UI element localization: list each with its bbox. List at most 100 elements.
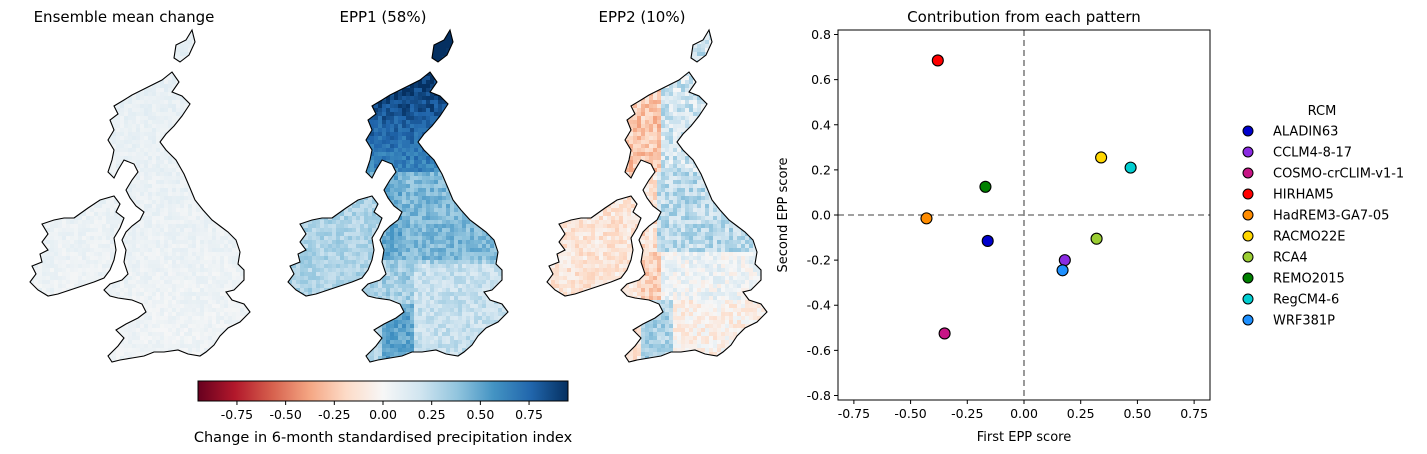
grid-cell bbox=[402, 40, 406, 44]
grid-cell bbox=[184, 208, 188, 212]
grid-cell bbox=[156, 204, 160, 208]
grid-cell bbox=[208, 284, 212, 288]
grid-cell bbox=[212, 268, 216, 272]
grid-cell bbox=[482, 64, 486, 68]
grid-cell bbox=[136, 364, 140, 368]
grid-cell bbox=[148, 116, 152, 120]
grid-cell bbox=[180, 336, 184, 340]
grid-cell bbox=[50, 272, 54, 276]
grid-cell bbox=[406, 72, 410, 76]
grid-cell bbox=[188, 240, 192, 244]
grid-cell bbox=[180, 44, 184, 48]
grid-cell bbox=[422, 120, 426, 124]
grid-cell bbox=[104, 176, 108, 180]
grid-cell bbox=[200, 172, 204, 176]
grid-cell bbox=[434, 48, 438, 52]
grid-cell bbox=[30, 224, 34, 228]
grid-cell bbox=[224, 344, 228, 348]
grid-cell bbox=[494, 92, 498, 96]
grid-cell bbox=[192, 360, 196, 362]
grid-cell bbox=[116, 104, 120, 108]
grid-cell bbox=[208, 60, 212, 64]
grid-cell bbox=[236, 192, 240, 196]
grid-cell bbox=[212, 364, 216, 368]
grid-cell bbox=[216, 276, 220, 280]
grid-cell bbox=[124, 232, 128, 236]
grid-cell bbox=[188, 48, 192, 52]
grid-cell bbox=[168, 176, 172, 180]
grid-cell bbox=[204, 304, 208, 308]
grid-cell bbox=[212, 204, 216, 208]
grid-cell bbox=[86, 272, 90, 276]
grid-cell bbox=[128, 80, 132, 84]
grid-cell bbox=[216, 108, 220, 112]
grid-cell bbox=[164, 152, 168, 156]
grid-cell bbox=[426, 52, 430, 56]
grid-cell bbox=[124, 332, 128, 336]
grid-cell bbox=[200, 176, 204, 180]
grid-cell bbox=[192, 300, 196, 304]
grid-cell bbox=[240, 348, 244, 352]
grid-cell bbox=[98, 288, 102, 292]
grid-cell bbox=[200, 212, 204, 216]
grid-cell bbox=[148, 148, 152, 152]
grid-cell bbox=[78, 268, 82, 272]
grid-cell bbox=[192, 64, 196, 68]
grid-cell bbox=[494, 76, 498, 80]
grid-cell bbox=[112, 364, 116, 368]
grid-cell bbox=[164, 240, 168, 244]
grid-cell bbox=[220, 336, 224, 340]
grid-cell bbox=[176, 300, 180, 304]
grid-cell bbox=[136, 276, 140, 280]
grid-cell bbox=[148, 220, 152, 224]
grid-cell bbox=[248, 124, 250, 128]
grid-cell bbox=[204, 136, 208, 140]
grid-cell bbox=[152, 336, 156, 340]
grid-cell bbox=[426, 40, 430, 44]
grid-cell bbox=[208, 264, 212, 268]
grid-cell bbox=[112, 308, 116, 312]
grid-cell bbox=[30, 280, 34, 284]
grid-cell bbox=[104, 32, 108, 36]
grid-cell bbox=[252, 224, 256, 228]
grid-cell bbox=[168, 164, 172, 168]
grid-cell bbox=[474, 136, 478, 140]
grid-cell bbox=[188, 324, 192, 328]
grid-cell bbox=[192, 176, 196, 180]
grid-cell bbox=[132, 200, 136, 204]
grid-cell bbox=[244, 276, 248, 280]
grid-cell bbox=[176, 128, 180, 132]
grid-cell bbox=[378, 76, 382, 80]
grid-cell bbox=[168, 36, 172, 40]
grid-cell bbox=[466, 44, 470, 48]
grid-cell bbox=[108, 48, 112, 52]
grid-cell bbox=[176, 132, 180, 136]
grid-cell bbox=[208, 72, 212, 76]
grid-cell bbox=[224, 52, 228, 56]
grid-cell bbox=[122, 224, 124, 228]
grid-cell bbox=[252, 56, 256, 60]
grid-cell bbox=[244, 128, 248, 132]
grid-cell bbox=[438, 56, 442, 60]
grid-cell bbox=[176, 144, 180, 148]
grid-cell bbox=[212, 196, 216, 200]
grid-cell bbox=[200, 292, 204, 296]
grid-cell bbox=[58, 212, 62, 216]
grid-cell bbox=[34, 296, 38, 300]
grid-cell bbox=[112, 80, 116, 84]
grid-cell bbox=[438, 120, 442, 124]
grid-cell bbox=[108, 364, 112, 368]
grid-cell bbox=[244, 116, 248, 120]
grid-cell bbox=[248, 140, 250, 144]
grid-cell bbox=[38, 192, 42, 196]
grid-cell bbox=[124, 340, 128, 344]
grid-cell bbox=[38, 208, 42, 212]
grid-cell bbox=[114, 272, 118, 276]
grid-cell bbox=[112, 48, 116, 52]
grid-cell bbox=[236, 296, 240, 300]
grid-cell bbox=[224, 192, 228, 196]
grid-cell bbox=[112, 340, 116, 344]
grid-cell bbox=[402, 124, 406, 128]
grid-cell bbox=[104, 308, 108, 312]
grid-cell bbox=[66, 284, 70, 288]
